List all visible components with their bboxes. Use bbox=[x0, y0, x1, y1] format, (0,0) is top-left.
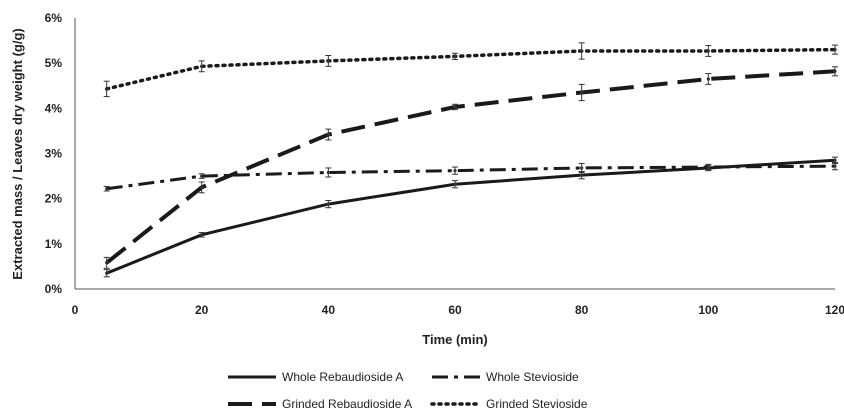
x-tick-label: 0 bbox=[72, 303, 79, 317]
data-point bbox=[200, 233, 204, 237]
legend-label: Whole Stevioside bbox=[486, 370, 579, 384]
legend: Whole Rebaudioside A Whole Stevioside Grin… bbox=[228, 370, 588, 411]
data-point bbox=[833, 158, 837, 162]
x-tick-label: 120 bbox=[825, 303, 844, 317]
x-tick-labels: 0 20 40 60 80 100 120 bbox=[72, 303, 844, 317]
x-tick-label: 40 bbox=[322, 303, 336, 317]
y-tick-label: 6% bbox=[45, 11, 63, 25]
series-line bbox=[106, 164, 836, 191]
legend-item: Whole Rebaudioside A bbox=[228, 370, 403, 384]
data-point bbox=[580, 166, 584, 170]
data-point bbox=[326, 132, 330, 137]
series-layer bbox=[103, 42, 838, 278]
data-point bbox=[833, 48, 837, 52]
legend-label: Grinded Rebaudioside A bbox=[282, 397, 412, 411]
y-tick-label: 4% bbox=[45, 101, 63, 115]
x-tick-label: 20 bbox=[195, 303, 209, 317]
legend-item: Whole Stevioside bbox=[432, 370, 579, 384]
legend-label: Whole Rebaudioside A bbox=[282, 370, 403, 384]
data-point bbox=[326, 202, 330, 206]
data-point bbox=[200, 174, 204, 178]
data-point bbox=[200, 64, 204, 68]
legend-label: Grinded Stevioside bbox=[486, 397, 588, 411]
data-point bbox=[706, 165, 710, 169]
y-tick-label: 5% bbox=[45, 56, 63, 70]
data-point bbox=[833, 164, 837, 168]
data-point bbox=[580, 173, 584, 177]
x-axis-title: Time (min) bbox=[422, 332, 488, 347]
axes bbox=[74, 18, 835, 290]
data-point bbox=[453, 169, 457, 173]
y-tick-label: 0% bbox=[45, 282, 63, 296]
series-grinded-rebaudioside-a bbox=[103, 66, 838, 269]
y-tick-label: 2% bbox=[45, 192, 63, 206]
data-point bbox=[453, 182, 457, 186]
series-whole-stevioside bbox=[103, 162, 838, 192]
data-point bbox=[706, 49, 710, 53]
series-line bbox=[104, 47, 837, 91]
data-point bbox=[105, 187, 109, 191]
data-point bbox=[453, 54, 457, 58]
y-tick-label: 3% bbox=[45, 147, 63, 161]
data-point bbox=[105, 87, 109, 91]
data-point bbox=[580, 49, 584, 53]
data-point bbox=[105, 261, 109, 265]
x-tick-label: 100 bbox=[698, 303, 718, 317]
legend-item: Grinded Stevioside bbox=[430, 397, 588, 411]
data-point bbox=[326, 170, 330, 175]
data-point bbox=[580, 90, 584, 95]
x-tick-label: 80 bbox=[575, 303, 589, 317]
data-point bbox=[833, 69, 837, 73]
legend-item: Grinded Rebaudioside A bbox=[228, 397, 412, 411]
x-tick-label: 60 bbox=[448, 303, 462, 317]
series-grinded-stevioside bbox=[103, 42, 838, 98]
data-point bbox=[453, 105, 457, 109]
y-tick-label: 1% bbox=[45, 237, 63, 251]
data-point bbox=[326, 59, 330, 63]
series-line bbox=[106, 158, 836, 275]
y-axis-title: Extracted mass / Leaves dry weight (g/g) bbox=[10, 28, 25, 279]
data-point bbox=[200, 185, 204, 189]
data-point bbox=[706, 77, 710, 81]
data-point bbox=[105, 271, 109, 275]
y-tick-labels: 0% 1% 2% 3% 4% 5% 6% bbox=[45, 11, 63, 296]
